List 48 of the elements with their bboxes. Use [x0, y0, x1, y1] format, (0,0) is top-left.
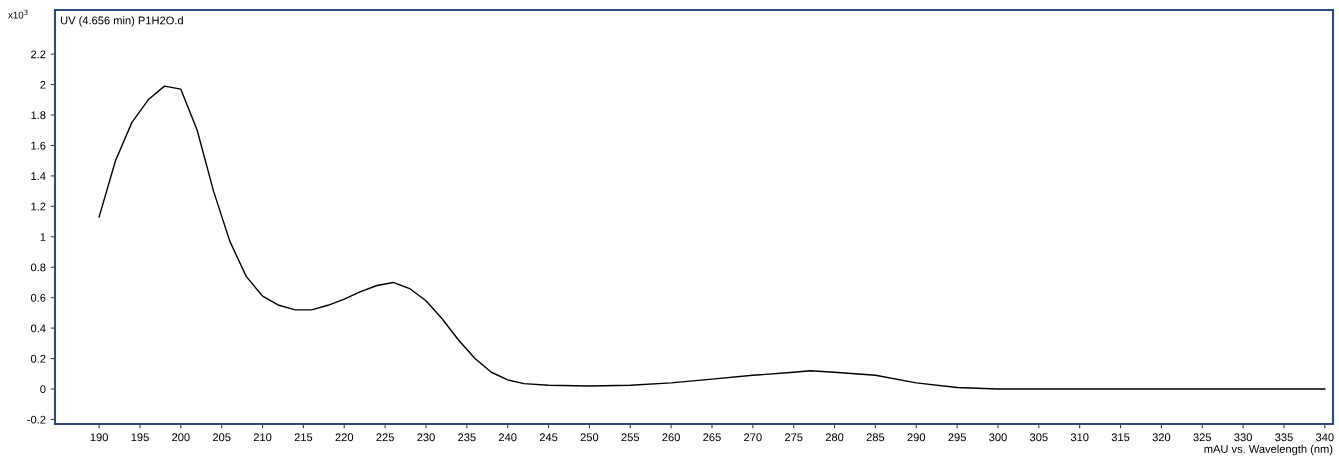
x-tick-label: 210: [253, 433, 272, 442]
x-tick-label: 205: [212, 433, 231, 442]
x-tick-label: 280: [825, 433, 844, 442]
x-tick-label: 220: [335, 433, 354, 442]
x-tick-label: 265: [703, 433, 721, 442]
x-tick-label: 250: [580, 433, 599, 442]
x-tick-label: 270: [744, 433, 762, 442]
x-tick-label: 255: [621, 433, 640, 442]
x-tick-label: 315: [1111, 433, 1130, 442]
x-tick-label: 275: [784, 433, 803, 442]
line-series: [98, 85, 1326, 390]
y-tick-label: 2.2: [31, 50, 46, 59]
x-tick-label: 200: [172, 433, 190, 442]
y-tick-label: 0.6: [30, 293, 46, 302]
x-tick-label: 335: [1275, 433, 1293, 442]
y-tick-label: 2: [40, 80, 46, 89]
x-tick-label: 305: [1029, 433, 1048, 442]
y-tick-label: 1.6: [31, 141, 46, 150]
x-tick-label: 235: [458, 433, 476, 442]
y-tick-label: 0.2: [30, 354, 46, 363]
x-tick-label: 190: [90, 433, 108, 442]
x-tick-label: 340: [1315, 433, 1334, 442]
y-tick-label: 0: [40, 385, 46, 394]
x-tick-label: 325: [1193, 433, 1212, 442]
x-tick-label: 195: [131, 433, 149, 442]
y-tick-label: 1: [40, 233, 46, 241]
x-tick-label: 290: [907, 433, 926, 442]
text: UV (4.656 min) P1H2O.d: [60, 16, 183, 27]
x-tick-label: 215: [294, 433, 313, 442]
x-tick-label: 225: [376, 433, 394, 442]
x-tick-label: 300: [989, 433, 1007, 442]
y-tick-label: 1.4: [31, 172, 46, 180]
x-tick-label: 330: [1234, 433, 1252, 442]
y-tick-label: 1.2: [31, 202, 46, 211]
y-tick-label: -0.2: [27, 415, 46, 424]
x-tick-label: 230: [417, 433, 435, 442]
y-tick-label: 1.8: [31, 111, 46, 120]
x-tick-label: 295: [948, 433, 966, 442]
y-tick-label: 0.4: [30, 324, 46, 333]
x-tick-label: 310: [1070, 433, 1089, 442]
x-axis-title: mAU vs. Wavelength (nm): [1204, 444, 1333, 456]
y-tick-label: 0.8: [30, 263, 46, 272]
x-tick-label: 285: [866, 433, 885, 442]
x-tick-label: 240: [498, 433, 517, 442]
x-tick-label: 245: [539, 433, 558, 442]
x-tick-label: 320: [1152, 433, 1171, 442]
x-tick-label: 260: [662, 433, 680, 442]
y-axis-title: x10$^{3}$: [8, 9, 28, 19]
